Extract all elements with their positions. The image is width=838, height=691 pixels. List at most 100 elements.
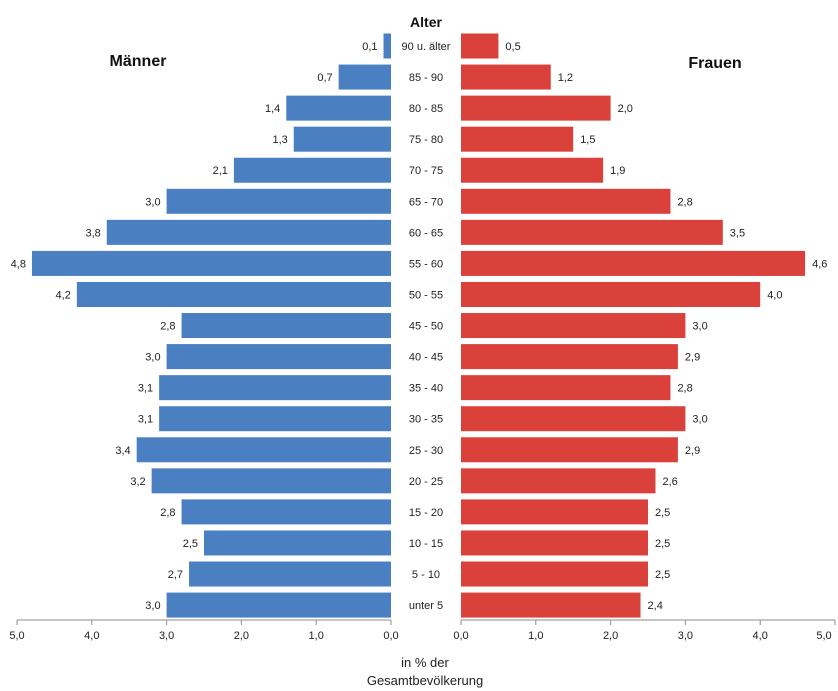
- age-category-label: 25 - 30: [409, 445, 443, 457]
- female-bar: [461, 189, 670, 214]
- male-value-label: 4,8: [11, 258, 26, 270]
- male-bar: [107, 220, 391, 245]
- age-category-label: 75 - 80: [409, 134, 443, 146]
- male-value-label: 2,7: [168, 569, 183, 581]
- male-bar: [77, 282, 391, 307]
- age-category-label: 60 - 65: [409, 227, 443, 239]
- female-bar: [461, 344, 678, 369]
- female-value-label: 2,9: [685, 352, 700, 364]
- female-value-label: 1,9: [610, 165, 625, 177]
- female-bar: [461, 251, 805, 276]
- male-bar: [167, 593, 391, 618]
- age-category-label: 85 - 90: [409, 72, 443, 84]
- age-category-label: 35 - 40: [409, 383, 443, 395]
- female-bar: [461, 313, 685, 338]
- male-value-label: 1,4: [265, 103, 280, 115]
- female-value-label: 4,6: [812, 258, 827, 270]
- male-bar: [234, 158, 391, 183]
- age-category-label: 40 - 45: [409, 352, 443, 364]
- female-bar: [461, 562, 648, 587]
- male-value-label: 3,0: [145, 196, 160, 208]
- female-value-label: 1,2: [558, 72, 573, 84]
- male-value-label: 1,3: [272, 134, 287, 146]
- female-bar: [461, 34, 498, 59]
- female-bar: [461, 406, 685, 431]
- female-bar: [461, 96, 611, 121]
- female-value-label: 0,5: [505, 41, 520, 53]
- male-value-label: 3,1: [138, 414, 153, 426]
- female-value-label: 2,5: [655, 569, 670, 581]
- age-category-label: 10 - 15: [409, 538, 443, 550]
- age-category-label: 55 - 60: [409, 258, 443, 270]
- male-value-label: 3,8: [85, 227, 100, 239]
- age-category-label: 20 - 25: [409, 476, 443, 488]
- age-category-label: unter 5: [409, 600, 443, 612]
- male-bar: [152, 468, 391, 493]
- male-bar: [189, 562, 391, 587]
- female-bar: [461, 65, 551, 90]
- male-bar: [137, 437, 391, 462]
- male-bar: [167, 344, 391, 369]
- female-bar: [461, 375, 670, 400]
- age-category-label: 5 - 10: [412, 569, 440, 581]
- female-value-label: 2,8: [677, 383, 692, 395]
- male-bar: [294, 127, 391, 152]
- male-bar: [167, 189, 391, 214]
- male-value-label: 3,0: [145, 352, 160, 364]
- left-x-tick-label: 5,0: [9, 630, 24, 642]
- male-bar: [182, 499, 391, 524]
- right-x-tick-label: 2,0: [603, 630, 618, 642]
- left-x-tick-label: 3,0: [159, 630, 174, 642]
- female-value-label: 2,4: [648, 600, 663, 612]
- age-category-label: 80 - 85: [409, 103, 443, 115]
- female-value-label: 2,0: [618, 103, 633, 115]
- female-bar: [461, 127, 573, 152]
- male-value-label: 3,0: [145, 600, 160, 612]
- female-bar: [461, 530, 648, 555]
- male-value-label: 3,2: [130, 476, 145, 488]
- female-value-label: 3,5: [730, 227, 745, 239]
- age-category-label: 70 - 75: [409, 165, 443, 177]
- female-bar: [461, 468, 655, 493]
- left-x-tick-label: 1,0: [309, 630, 324, 642]
- left-x-tick-label: 0,0: [383, 630, 398, 642]
- age-category-label: 45 - 50: [409, 321, 443, 333]
- female-value-label: 2,5: [655, 538, 670, 550]
- male-bar: [204, 530, 391, 555]
- male-bar: [182, 313, 391, 338]
- right-x-tick-label: 1,0: [528, 630, 543, 642]
- male-bar: [159, 375, 391, 400]
- male-bar: [159, 406, 391, 431]
- left-series-title: Männer: [110, 53, 167, 70]
- age-category-label: 15 - 20: [409, 507, 443, 519]
- female-bar: [461, 220, 723, 245]
- male-bar: [384, 34, 391, 59]
- age-category-label: 30 - 35: [409, 414, 443, 426]
- right-series-title: Frauen: [688, 55, 741, 72]
- female-value-label: 2,9: [685, 445, 700, 457]
- x-axis-label-line-2: Gesamtbevölkerung: [367, 673, 483, 688]
- male-value-label: 3,4: [115, 445, 130, 457]
- female-bar: [461, 593, 641, 618]
- male-value-label: 4,2: [56, 289, 71, 301]
- female-value-label: 3,0: [692, 321, 707, 333]
- x-axis-label-line-1: in % der: [401, 655, 449, 670]
- right-x-tick-label: 3,0: [678, 630, 693, 642]
- right-x-tick-label: 0,0: [453, 630, 468, 642]
- female-value-label: 2,5: [655, 507, 670, 519]
- male-value-label: 0,7: [317, 72, 332, 84]
- male-bar: [339, 65, 391, 90]
- center-label-alter: Alter: [410, 14, 442, 30]
- female-value-label: 2,8: [677, 196, 692, 208]
- female-bar: [461, 437, 678, 462]
- female-bar: [461, 282, 760, 307]
- left-x-tick-label: 2,0: [234, 630, 249, 642]
- female-value-label: 3,0: [692, 414, 707, 426]
- male-value-label: 2,8: [160, 507, 175, 519]
- male-value-label: 2,5: [183, 538, 198, 550]
- right-x-tick-label: 5,0: [816, 630, 831, 642]
- right-x-tick-label: 4,0: [753, 630, 768, 642]
- age-category-label: 90 u. älter: [402, 41, 451, 53]
- male-value-label: 2,8: [160, 321, 175, 333]
